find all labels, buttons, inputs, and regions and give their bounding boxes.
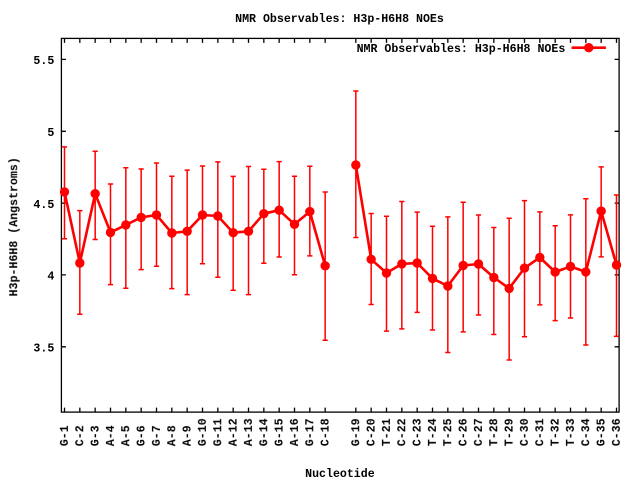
- svg-text:NMR Observables: H3p-H6H8 NOEs: NMR Observables: H3p-H6H8 NOEs: [235, 13, 444, 26]
- svg-text:G-6: G-6: [136, 425, 149, 446]
- svg-text:G-11: G-11: [212, 418, 225, 446]
- svg-text:G-35: G-35: [596, 418, 609, 446]
- svg-text:T-24: T-24: [427, 418, 440, 446]
- svg-text:G-1: G-1: [59, 425, 72, 446]
- svg-text:C-27: C-27: [473, 418, 486, 446]
- svg-text:G-10: G-10: [197, 418, 210, 446]
- svg-text:C-23: C-23: [412, 418, 425, 446]
- svg-text:G-17: G-17: [304, 418, 317, 446]
- svg-text:T-28: T-28: [488, 418, 501, 446]
- svg-text:5: 5: [47, 127, 54, 140]
- svg-text:A-8: A-8: [166, 425, 179, 446]
- svg-text:G-7: G-7: [151, 425, 164, 446]
- svg-text:A-4: A-4: [105, 425, 118, 446]
- svg-text:T-29: T-29: [504, 418, 517, 446]
- svg-text:G-3: G-3: [90, 425, 103, 446]
- svg-text:T-33: T-33: [565, 418, 578, 446]
- svg-text:A-9: A-9: [182, 425, 195, 446]
- svg-text:4: 4: [47, 271, 54, 284]
- svg-text:T-25: T-25: [442, 418, 455, 446]
- svg-text:C-2: C-2: [74, 425, 87, 446]
- svg-text:A-13: A-13: [243, 418, 256, 446]
- svg-text:G-19: G-19: [350, 418, 363, 446]
- svg-text:C-30: C-30: [519, 418, 532, 446]
- svg-text:T-32: T-32: [550, 418, 563, 446]
- svg-text:A-16: A-16: [289, 418, 302, 446]
- svg-text:T-21: T-21: [381, 418, 394, 446]
- svg-text:G-14: G-14: [258, 418, 271, 446]
- svg-text:C-18: C-18: [320, 418, 333, 446]
- svg-text:H3p-H6H8 (Angstroms): H3p-H6H8 (Angstroms): [8, 157, 21, 296]
- svg-text:C-22: C-22: [396, 418, 409, 446]
- svg-text:A-5: A-5: [120, 425, 133, 446]
- svg-text:C-31: C-31: [534, 418, 547, 446]
- svg-text:A-12: A-12: [228, 418, 241, 446]
- svg-text:3.5: 3.5: [33, 343, 54, 356]
- svg-text:Nucleotide: Nucleotide: [305, 468, 375, 480]
- svg-text:NMR Observables: H3p-H6H8 NOEs: NMR Observables: H3p-H6H8 NOEs: [357, 43, 566, 56]
- svg-text:C-20: C-20: [366, 418, 379, 446]
- svg-text:5.5: 5.5: [33, 55, 54, 68]
- svg-text:C-34: C-34: [580, 418, 593, 446]
- svg-text:C-36: C-36: [611, 418, 624, 446]
- svg-text:G-15: G-15: [274, 418, 287, 446]
- svg-text:4.5: 4.5: [33, 199, 54, 212]
- svg-text:C-26: C-26: [458, 418, 471, 446]
